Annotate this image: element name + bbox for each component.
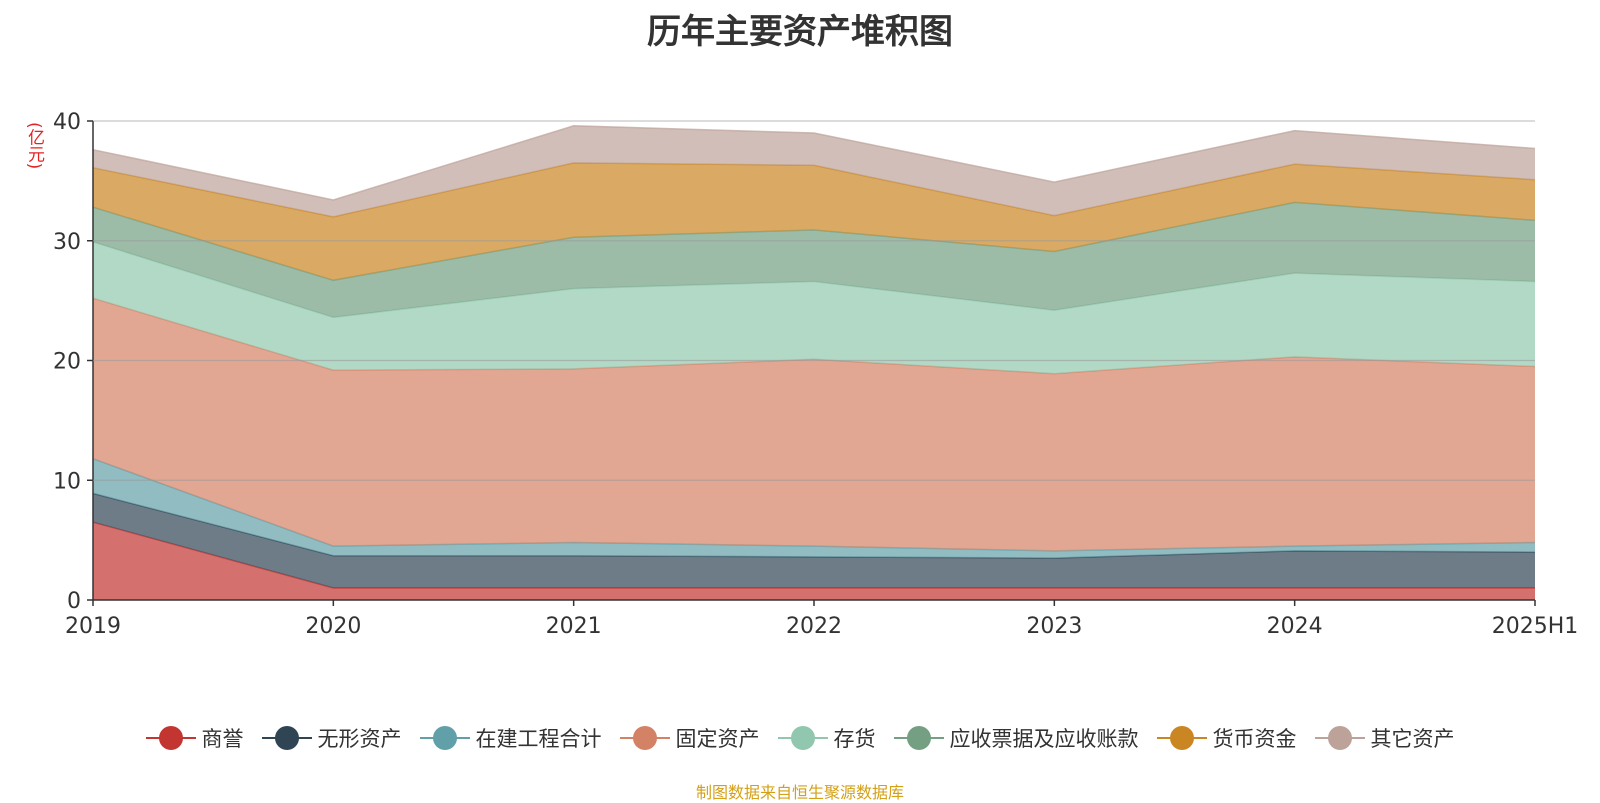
area-series-7 xyxy=(93,125,1535,217)
legend-item[interactable]: 存货 xyxy=(777,723,876,753)
legend-label: 存货 xyxy=(833,727,876,751)
legend-label: 商誉 xyxy=(201,727,244,751)
legend-label: 固定资产 xyxy=(675,727,760,751)
legend-marker-icon xyxy=(145,726,196,750)
y-tick-label: 0 xyxy=(67,589,81,614)
legend-marker-icon xyxy=(777,726,828,750)
x-tick-label: 2021 xyxy=(546,614,602,639)
legend-marker-icon xyxy=(893,726,944,750)
area-series-6 xyxy=(93,162,1535,281)
legend-item[interactable]: 商誉 xyxy=(145,723,244,753)
area-series-1 xyxy=(93,493,1535,588)
legend-label: 无形资产 xyxy=(317,727,402,751)
legend-item[interactable]: 无形资产 xyxy=(261,723,402,753)
y-tick-label: 20 xyxy=(53,350,81,375)
y-axis-unit-label: (亿元) xyxy=(24,122,44,170)
area-series-7-line xyxy=(92,125,1536,201)
source-note: 制图数据来自恒生聚源数据库 xyxy=(695,783,904,802)
legend-item[interactable]: 其它资产 xyxy=(1314,723,1455,753)
x-tick-label: 2019 xyxy=(65,614,121,639)
y-tick-label: 10 xyxy=(53,469,81,494)
legend: 商誉 无形资产 在建工程合计 固定资产 存货 应收票据及应收账款 货币资金 其它资产 xyxy=(0,720,1600,756)
legend-marker-icon xyxy=(1314,726,1365,750)
legend-item[interactable]: 固定资产 xyxy=(619,723,760,753)
legend-label: 应收票据及应收账款 xyxy=(949,727,1139,751)
area-series-3 xyxy=(93,298,1535,551)
y-tick-label: 30 xyxy=(53,230,81,255)
legend-item[interactable]: 货币资金 xyxy=(1156,723,1297,753)
legend-label: 在建工程合计 xyxy=(475,727,602,751)
axes: 0 10 20 30 40 2019 2020 2021 2022 2023 2024 2025H1 xyxy=(53,110,1578,639)
area-series-5 xyxy=(93,202,1535,318)
legend-item[interactable]: 应收票据及应收账款 xyxy=(893,723,1139,753)
legend-marker-icon xyxy=(619,726,670,750)
legend-marker-icon xyxy=(419,726,470,750)
area-series-2 xyxy=(93,458,1535,559)
legend-label: 其它资产 xyxy=(1370,727,1455,751)
stacked-area-chart: 0 10 20 30 40 2019 2020 2021 2022 2023 2024 2025H1 xyxy=(53,110,1578,639)
x-tick-label: 2022 xyxy=(786,614,842,639)
x-tick-label: 2023 xyxy=(1026,614,1082,639)
y-tick-label: 40 xyxy=(53,110,81,135)
legend-label: 货币资金 xyxy=(1212,727,1297,751)
chart-title: 历年主要资产堆积图 xyxy=(647,12,953,52)
area-series xyxy=(92,125,1536,600)
legend-marker-icon xyxy=(1156,726,1207,750)
area-series-0 xyxy=(93,522,1535,600)
area-series-4 xyxy=(93,241,1535,374)
grid-lines xyxy=(93,120,1535,481)
x-tick-label: 2020 xyxy=(305,614,361,639)
x-tick-label: 2024 xyxy=(1267,614,1323,639)
legend-marker-icon xyxy=(261,726,312,750)
legend-item[interactable]: 在建工程合计 xyxy=(419,723,602,753)
x-tick-label: 2025H1 xyxy=(1492,614,1579,639)
